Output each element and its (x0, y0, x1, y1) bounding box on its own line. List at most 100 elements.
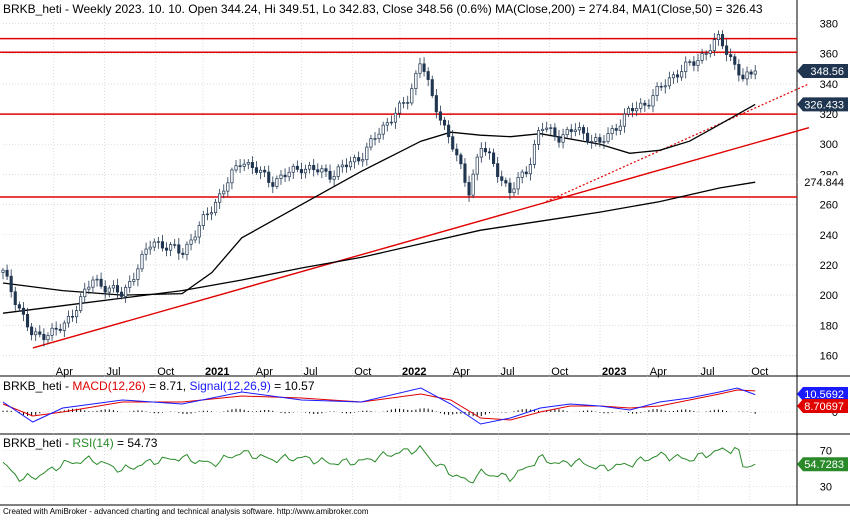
rsi-line (2, 444, 756, 484)
candle-body (107, 287, 111, 293)
candle-body (684, 61, 688, 72)
candle-body (148, 246, 152, 250)
candle-body (152, 241, 156, 248)
candle-body (532, 144, 537, 165)
candle-body (675, 74, 680, 78)
candle-body (328, 170, 332, 180)
macd-name: MACD(12,26) (72, 379, 146, 393)
candle-body (197, 225, 201, 238)
rsi-tag-bg (797, 457, 848, 472)
candle-body (361, 159, 365, 162)
candle-body (385, 122, 389, 126)
candle-body (581, 127, 586, 134)
candle-body (741, 74, 745, 80)
candle-body (459, 154, 463, 165)
candle-body (414, 72, 418, 89)
candle-body (58, 328, 62, 331)
candle-body (144, 248, 148, 255)
candle-body (708, 50, 712, 54)
candle-body (9, 275, 13, 293)
candle-body (561, 134, 565, 143)
candles (1, 30, 757, 347)
candle-body (700, 53, 704, 61)
candle-body (177, 244, 181, 254)
candle-body (259, 169, 263, 173)
candle-body (704, 53, 708, 55)
candle-body (30, 326, 34, 336)
candle-body (46, 334, 50, 341)
rsi-y-tick: 30 (820, 482, 832, 494)
candle-body (716, 34, 720, 40)
candle-body (524, 171, 528, 175)
candle-body (242, 163, 246, 167)
candle-body (34, 331, 38, 336)
candle-body (299, 169, 303, 174)
x-tick-label: Oct (157, 366, 174, 378)
candle-body (120, 291, 124, 297)
candle-body (205, 213, 209, 216)
candle-body (496, 163, 500, 178)
candle-body (406, 102, 410, 104)
candle-body (336, 166, 340, 177)
y-tick-label: 360 (820, 49, 838, 61)
candle-body (173, 244, 177, 246)
candle-body (267, 171, 271, 183)
candle-body (565, 129, 569, 136)
rsi-y-tick: 70 (820, 446, 832, 458)
candle-body (75, 310, 79, 318)
candle-body (263, 169, 267, 173)
candle-body (479, 148, 483, 158)
y-tick-label: 160 (820, 350, 838, 362)
y-tick-label: 200 (820, 290, 838, 302)
candle-body (389, 121, 393, 124)
price-tag-bg (797, 63, 848, 78)
candle-body (635, 108, 639, 112)
candle-body (455, 148, 459, 156)
candle-body (115, 285, 120, 293)
candle-body (295, 165, 299, 170)
candle-body (83, 288, 87, 298)
price-title: BRKB_heti - Weekly 2023. 10. 10. Open 34… (3, 2, 763, 16)
candle-body (651, 95, 655, 107)
candle-body (749, 71, 753, 75)
candle-body (492, 152, 496, 164)
candle-body (250, 162, 254, 168)
candle-body (246, 162, 250, 165)
candle-body (353, 157, 357, 163)
candle-body (430, 79, 434, 96)
ma200-tag-text: 274.844 (804, 177, 844, 189)
candle-body (226, 182, 230, 192)
candle-body (17, 304, 21, 309)
macd-histogram (2, 408, 756, 417)
candle-body (467, 182, 471, 196)
candle-body (303, 168, 308, 174)
x-tick-label: 2021 (205, 366, 229, 378)
candle-body (434, 95, 438, 113)
price-tag: 348.56 (797, 63, 848, 78)
candle-body (214, 201, 218, 214)
candle-body (132, 279, 136, 282)
x-tick-label: Jul (700, 366, 714, 378)
macd-value: = 8.71, (145, 379, 190, 393)
candle-body (447, 124, 451, 138)
candle-body (340, 164, 344, 168)
candle-body (38, 331, 42, 335)
macd-signal-tag-bg (797, 387, 848, 401)
candle-body (381, 124, 385, 135)
candle-body (95, 278, 99, 281)
candle-body (512, 188, 516, 194)
candle-body (487, 151, 492, 154)
ma50-tag-text: 326.433 (804, 99, 844, 111)
macd-value-tag-text: 8.70697 (804, 401, 844, 413)
candle-body (393, 112, 398, 123)
candle-body (426, 71, 430, 80)
candle-body (230, 169, 234, 184)
candle-body (62, 322, 66, 331)
x-tick-label: Jul (501, 366, 515, 378)
x-tick-label: Oct (551, 366, 568, 378)
macd-value-tag-bg (797, 399, 848, 413)
candle-body (402, 102, 406, 104)
candle-body (238, 165, 242, 167)
candle-body (308, 165, 312, 170)
candle-body (21, 307, 25, 315)
